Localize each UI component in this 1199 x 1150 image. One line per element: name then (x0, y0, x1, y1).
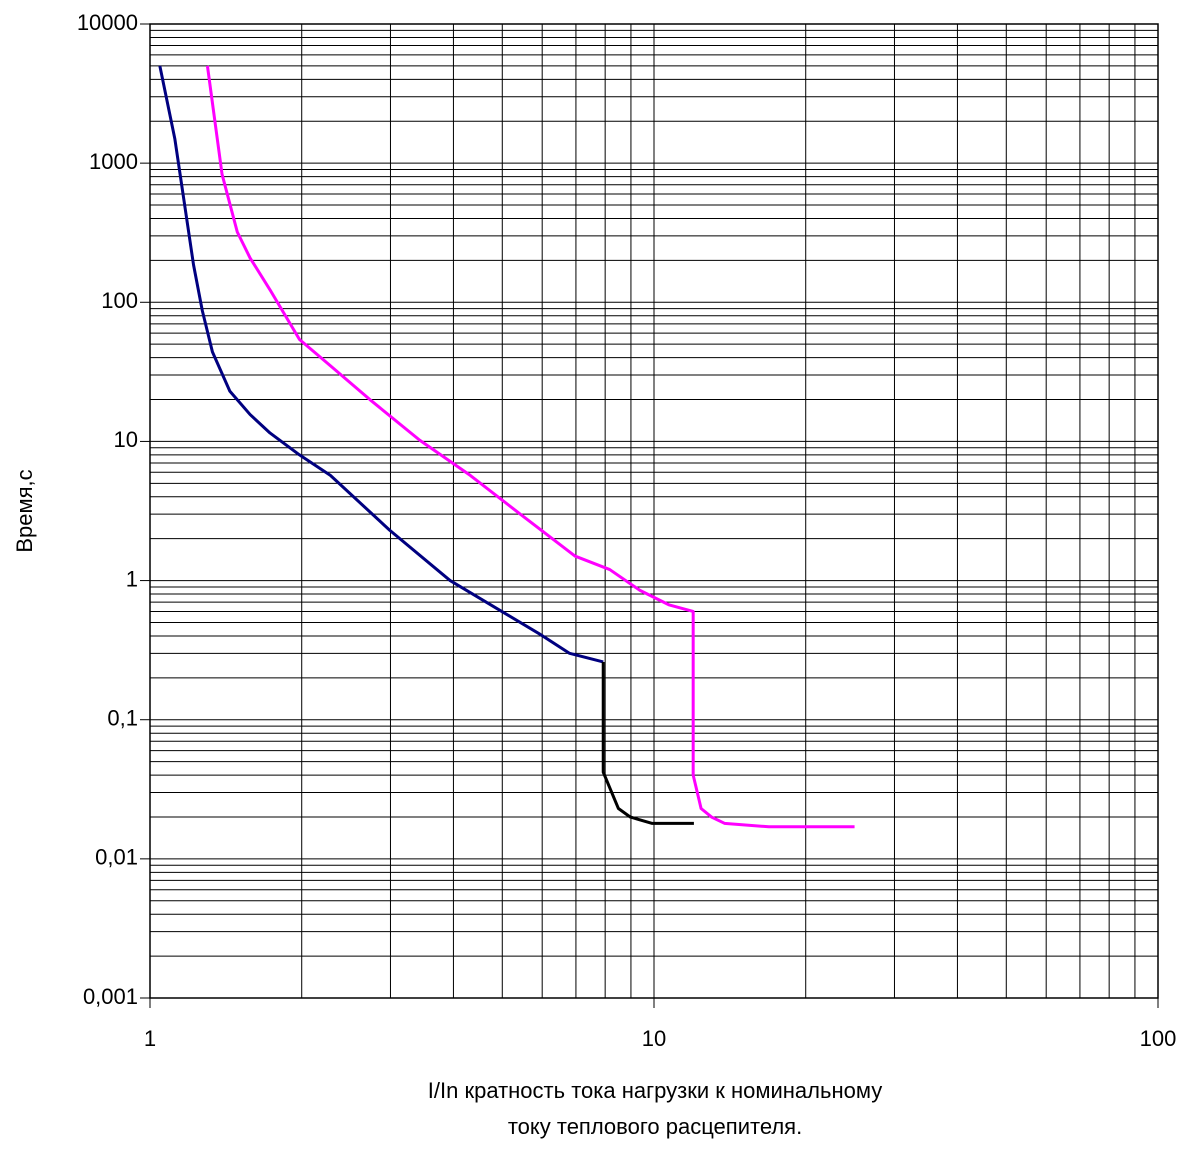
plot-frame (149, 23, 1159, 999)
x-axis-label: I/In кратность тока нагрузки к номинальн… (428, 1078, 882, 1103)
y-tick-label: 100 (101, 288, 138, 313)
series-line (601, 661, 694, 825)
y-axis-label: Время,с (12, 469, 37, 552)
y-tick-label: 1000 (89, 149, 138, 174)
y-tick-label: 0,001 (83, 984, 138, 1009)
x-tick-label: 1 (144, 1026, 156, 1051)
series-line (158, 65, 604, 664)
x-axis-label: току теплового расцепителя. (508, 1114, 802, 1139)
y-tick-label: 10000 (77, 10, 138, 35)
series-line (205, 65, 855, 829)
x-tick-label: 100 (1140, 1026, 1177, 1051)
x-tick-label: 10 (642, 1026, 666, 1051)
y-tick-label: 10 (114, 427, 138, 452)
y-tick-label: 1 (126, 566, 138, 591)
y-tick-label: 0,01 (95, 845, 138, 870)
y-tick-label: 0,1 (107, 706, 138, 731)
